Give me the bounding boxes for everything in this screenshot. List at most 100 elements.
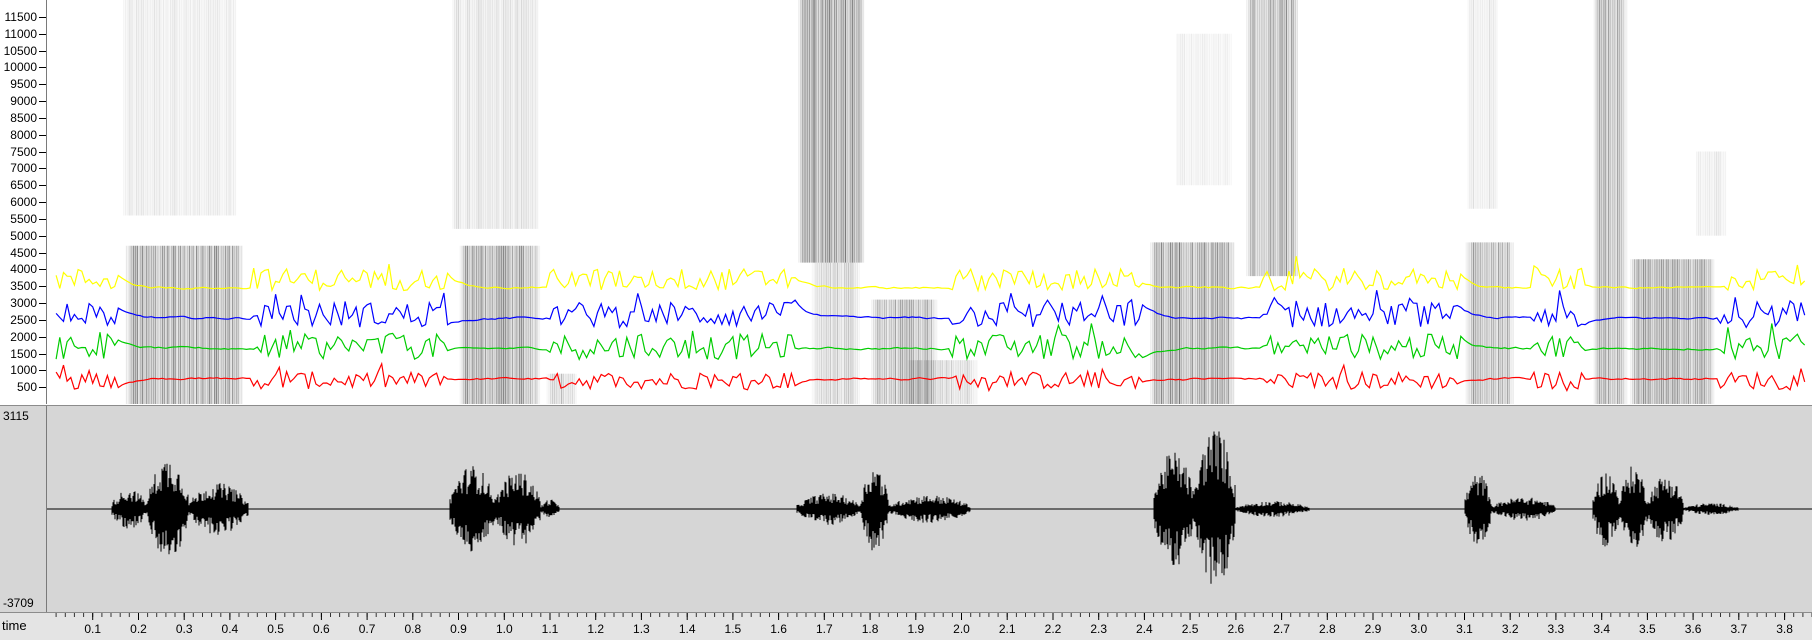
waveform-plot[interactable]	[47, 406, 1812, 613]
amplitude-min-label: -3709	[3, 596, 34, 610]
frequency-tick-mark	[39, 253, 46, 254]
frequency-tick-label: 8500	[10, 110, 37, 125]
time-tick-label: 0.4	[222, 622, 239, 636]
frequency-tick-label: 5500	[10, 211, 37, 226]
frequency-tick-mark	[39, 354, 46, 355]
frequency-tick-mark	[39, 269, 46, 270]
time-tick-label: 0.2	[130, 622, 147, 636]
frequency-tick-label: 3500	[10, 279, 37, 294]
formant-tracks	[55, 256, 1806, 393]
f2-formant-track	[55, 323, 1806, 362]
time-ruler: 0.1 0.2 0.3 0.4 0.5 0.6 0.7 0.8 0.9 1.0 1.1 1.2 1.3 1…	[55, 613, 1812, 636]
time-tick-label: 0.9	[450, 622, 467, 636]
time-tick-label: 3.6	[1685, 622, 1702, 636]
time-tick-label: 2.5	[1182, 622, 1199, 636]
time-tick-label: 3.5	[1639, 622, 1656, 636]
time-tick-label: 0.8	[404, 622, 421, 636]
frequency-tick-mark	[39, 152, 46, 153]
frequency-tick-mark	[39, 286, 46, 287]
frequency-tick-label: 2000	[10, 329, 37, 344]
time-tick-label: 3.3	[1548, 622, 1565, 636]
time-tick-label: 1.2	[587, 622, 604, 636]
frequency-axis: 11500 11000 10500 10000 9500 9000 8500 8000 7500…	[0, 0, 47, 404]
time-tick-label: 1.9	[907, 622, 924, 636]
time-tick-label: 0.6	[313, 622, 330, 636]
frequency-tick-label: 9000	[10, 94, 37, 108]
frequency-tick-label: 3000	[10, 296, 37, 310]
time-tick-label: 1.0	[496, 622, 513, 636]
time-tick-label: 1.5	[725, 622, 742, 636]
frequency-tick-mark	[39, 219, 46, 220]
frequency-tick-mark	[39, 337, 46, 338]
f4-formant-track	[55, 256, 1806, 293]
time-tick-label: 1.4	[679, 622, 696, 636]
frequency-tick-mark	[39, 51, 46, 52]
frequency-tick-mark	[39, 84, 46, 85]
time-tick-label: 3.4	[1593, 622, 1610, 636]
f3-formant-track	[55, 290, 1806, 330]
time-tick-label: 2.6	[1228, 622, 1245, 636]
spectrogram-plot[interactable]	[47, 0, 1812, 404]
time-ticks: 0.1 0.2 0.3 0.4 0.5 0.6 0.7 0.8 0.9 1.0 1.1 1.2 1.3 1…	[55, 613, 1812, 636]
frequency-tick-label: 11500	[4, 9, 37, 24]
time-tick-label: 0.3	[176, 622, 193, 636]
time-tick-label: 2.9	[1365, 622, 1382, 636]
waveform-samples	[111, 431, 1739, 584]
frequency-tick-mark	[39, 67, 46, 68]
spectrogram-panel[interactable]: 11500 11000 10500 10000 9500 9000 8500 8000 7500…	[0, 0, 1812, 404]
frequency-tick-mark	[39, 17, 46, 18]
frequency-tick-label: 4500	[10, 245, 37, 260]
frequency-tick-label: 500	[16, 380, 37, 395]
time-axis: time 0.1 0.2 0.3 0.4 0.5 0.6 0.7 0.8 0.9 1.0 1.1 1.…	[0, 612, 1812, 640]
frequency-tick-mark	[39, 34, 46, 35]
f1-formant-track	[55, 361, 1806, 393]
time-tick-label: 3.7	[1730, 622, 1747, 636]
frequency-tick-mark	[39, 236, 46, 237]
time-tick-label: 2.7	[1273, 622, 1290, 636]
frequency-tick-mark	[39, 370, 46, 371]
frequency-tick-label: 10000	[3, 60, 37, 75]
time-tick-label: 2.3	[1090, 622, 1107, 636]
time-tick-label: 0.7	[359, 622, 376, 636]
frequency-tick-mark	[39, 387, 46, 388]
spectrogram-energy	[123, 0, 1727, 404]
frequency-tick-mark	[39, 135, 46, 136]
time-tick-label: 1.1	[542, 622, 559, 636]
time-tick-label: 3.0	[1410, 622, 1427, 636]
frequency-tick-label: 10500	[3, 43, 37, 58]
frequency-tick-label: 8000	[10, 127, 37, 142]
time-tick-label: 2.1	[999, 622, 1016, 636]
time-tick-label: 1.8	[862, 622, 879, 636]
frequency-tick-label: 2500	[10, 312, 37, 327]
amplitude-max-label: 3115	[3, 409, 29, 423]
amplitude-axis: 3115 -3709	[0, 406, 47, 613]
frequency-tick-mark	[39, 303, 46, 304]
frequency-tick-label: 5000	[10, 228, 37, 243]
time-tick-label: 3.8	[1776, 622, 1793, 636]
frequency-tick-label: 7500	[10, 144, 37, 159]
time-tick-label: 0.5	[267, 622, 284, 636]
frequency-tick-label: 1500	[10, 346, 37, 361]
frequency-tick-mark	[39, 202, 46, 203]
time-axis-title: time	[2, 618, 27, 633]
waveform-panel[interactable]: 3115 -3709	[0, 405, 1812, 613]
frequency-tick-mark	[39, 168, 46, 169]
frequency-tick-mark	[39, 185, 46, 186]
frequency-tick-label: 7000	[10, 161, 37, 176]
time-tick-label: 2.8	[1319, 622, 1336, 636]
frequency-tick-label: 11000	[4, 26, 37, 41]
time-tick-label: 2.4	[1136, 622, 1153, 636]
time-tick-label: 3.2	[1502, 622, 1519, 636]
time-tick-label: 2.2	[1045, 622, 1062, 636]
frequency-tick-label: 9500	[10, 77, 37, 92]
frequency-tick-label: 6500	[10, 178, 37, 193]
frequency-tick-mark	[39, 118, 46, 119]
time-tick-label: 1.3	[633, 622, 650, 636]
frequency-tick-label: 4000	[10, 262, 37, 277]
frequency-tick-mark	[39, 320, 46, 321]
time-tick-label: 1.6	[770, 622, 787, 636]
waveform-trace	[47, 431, 1812, 584]
time-tick-label: 0.1	[84, 622, 101, 636]
time-tick-label: 1.7	[816, 622, 833, 636]
